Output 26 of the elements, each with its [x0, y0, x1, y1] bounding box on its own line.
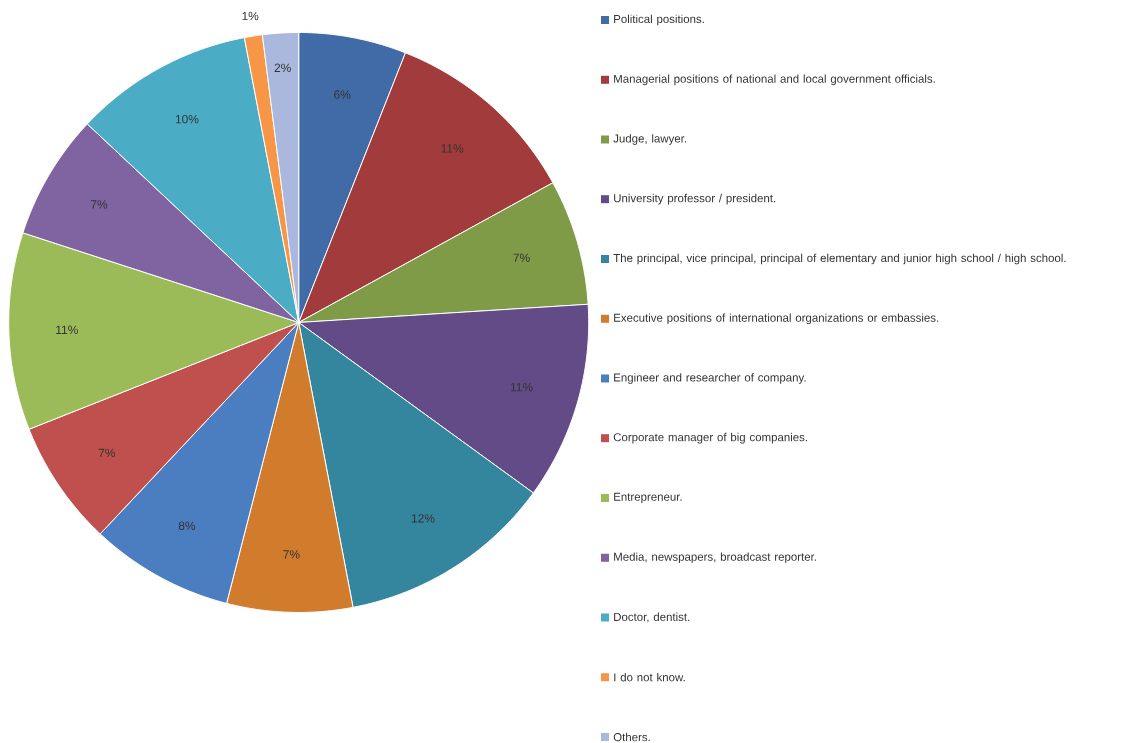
data-label: 7%	[90, 200, 108, 209]
data-label: 1%	[242, 11, 259, 21]
data-label: 8%	[178, 521, 196, 531]
legend-label: Engineer and researcher of company.	[614, 373, 806, 384]
legend-label: Managerial positions of national and local government officials.	[614, 74, 935, 86]
legend-label: I do not know.	[614, 672, 685, 682]
legend-label: University professor / president.	[614, 193, 776, 205]
data-label: 11%	[510, 383, 533, 392]
data-label: 11%	[56, 325, 78, 334]
legend-label: Doctor, dentist.	[614, 612, 690, 623]
legend-label: Judge, lawyer.	[613, 134, 687, 145]
data-label: 7%	[513, 253, 530, 262]
data-label: 10%	[175, 114, 199, 124]
legend-label: Entrepreneur.	[614, 492, 682, 504]
data-label: 12%	[411, 514, 435, 523]
data-label: 11%	[441, 144, 464, 153]
legend-label: Executive positions of international organizations or embassies.	[614, 313, 939, 325]
legend-label: Others.	[613, 732, 650, 742]
legend-label: Corporate manager of big companies.	[613, 432, 807, 444]
legend-label: Political positions.	[614, 14, 704, 26]
legend-label: The principal, vice principal, principal of elementary and junior high school / high school.	[613, 253, 1066, 265]
data-label: 7%	[283, 550, 300, 559]
legend-label: Media, newspapers, broadcast reporter.	[614, 552, 816, 564]
data-label: 2%	[274, 63, 291, 72]
data-label: 6%	[334, 90, 351, 99]
data-label: 7%	[98, 448, 116, 458]
